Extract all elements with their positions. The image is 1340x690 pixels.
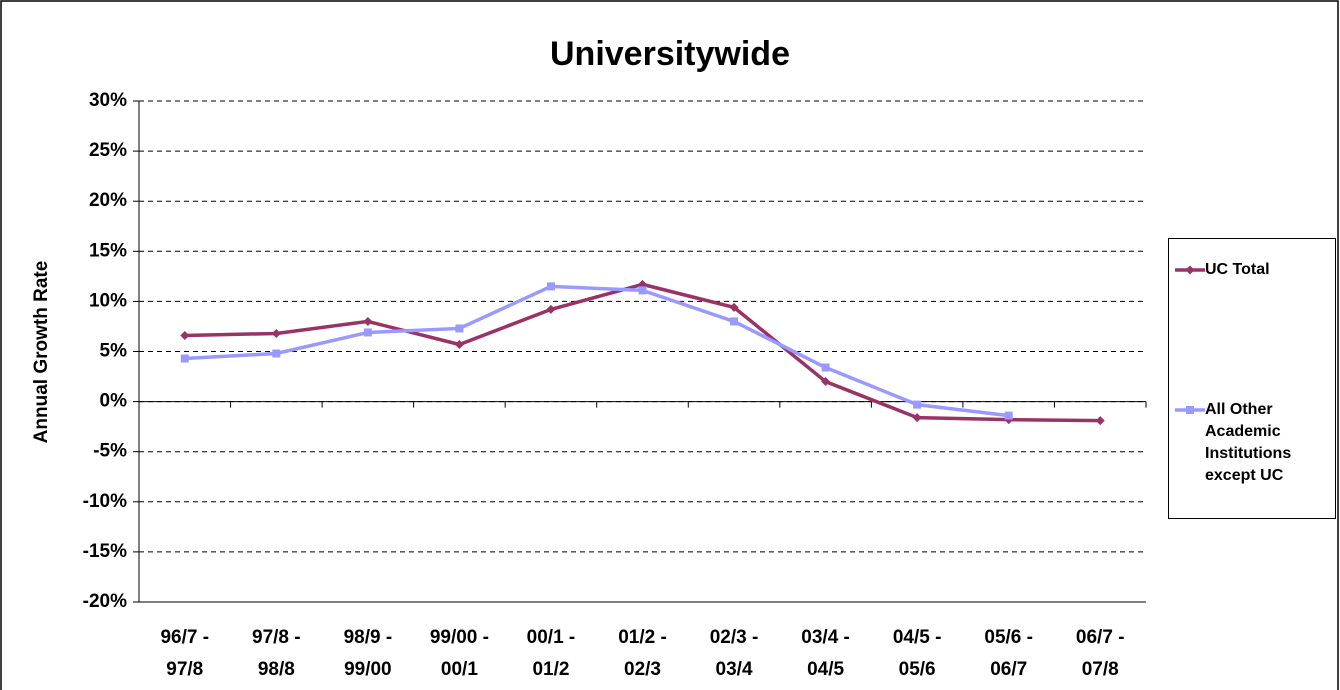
x-tick-label: 06/7 — [990, 659, 1027, 680]
marker — [913, 400, 922, 409]
marker — [638, 286, 647, 295]
marker — [1186, 406, 1194, 414]
marker — [363, 316, 373, 326]
y-tick-label: 0% — [100, 391, 128, 412]
y-tick-label: 10% — [89, 290, 127, 311]
legend-item: UC Total — [1175, 259, 1330, 281]
x-tick-label: 02/3 - — [710, 627, 759, 648]
x-tick-label: 03/4 - — [801, 627, 850, 648]
legend-item: All Other Academic Institutions except U… — [1175, 399, 1330, 487]
y-tick-label: 20% — [89, 190, 127, 211]
x-tick-label: 97/8 — [166, 659, 203, 680]
marker — [271, 328, 281, 338]
x-tick-label: 00/1 - — [527, 627, 576, 648]
legend-swatch — [1175, 406, 1205, 414]
y-tick-label: -15% — [83, 541, 127, 562]
y-axis-label: Annual Growth Rate — [31, 261, 52, 444]
x-tick-label: 01/2 - — [618, 627, 667, 648]
x-tick-label: 02/3 — [624, 659, 661, 680]
x-tick-label: 98/8 — [258, 659, 295, 680]
marker — [272, 349, 281, 358]
x-tick-label: 05/6 - — [984, 627, 1033, 648]
y-tick-label: 30% — [89, 90, 127, 111]
x-tick-label: 00/1 — [441, 659, 478, 680]
y-tick-label: -20% — [83, 591, 127, 612]
x-tick-label: 05/6 — [899, 659, 936, 680]
marker — [455, 324, 464, 333]
marker — [1185, 265, 1195, 275]
y-tick-label: -5% — [93, 441, 127, 462]
x-tick-label: 04/5 - — [893, 627, 942, 648]
x-tick-label: 98/9 - — [344, 627, 393, 648]
marker — [730, 317, 739, 326]
x-tick-label: 06/7 - — [1076, 627, 1125, 648]
legend-label: All Other Academic Institutions except U… — [1205, 401, 1292, 484]
legend: UC Total All Other Academic Institutions … — [1168, 238, 1336, 519]
y-tick-label: -10% — [83, 491, 127, 512]
marker — [821, 377, 831, 387]
marker — [180, 354, 189, 363]
marker — [454, 339, 464, 349]
x-tick-label: 97/8 - — [252, 627, 301, 648]
marker — [729, 302, 739, 312]
marker — [1095, 416, 1105, 426]
x-tick-label: 01/2 — [532, 659, 569, 680]
y-tick-label: 25% — [89, 140, 127, 161]
marker — [912, 413, 922, 423]
y-tick-label: 15% — [89, 240, 127, 261]
legend-label: UC Total — [1205, 261, 1270, 278]
x-tick-label: 03/4 — [716, 659, 753, 680]
marker — [546, 304, 556, 314]
marker — [546, 282, 555, 291]
x-tick-label: 07/8 — [1082, 659, 1119, 680]
series-line — [184, 284, 1009, 418]
y-tick-label: 5% — [100, 341, 128, 362]
x-tick-label: 96/7 - — [160, 627, 209, 648]
marker — [363, 328, 372, 337]
x-tick-label: 04/5 — [807, 659, 844, 680]
marker — [180, 330, 190, 340]
marker — [821, 363, 830, 372]
marker — [1004, 411, 1013, 420]
x-tick-label: 99/00 — [344, 659, 392, 680]
x-tick-label: 99/00 - — [430, 627, 489, 648]
legend-swatch — [1175, 265, 1205, 275]
chart-title: Universitywide — [550, 35, 790, 73]
